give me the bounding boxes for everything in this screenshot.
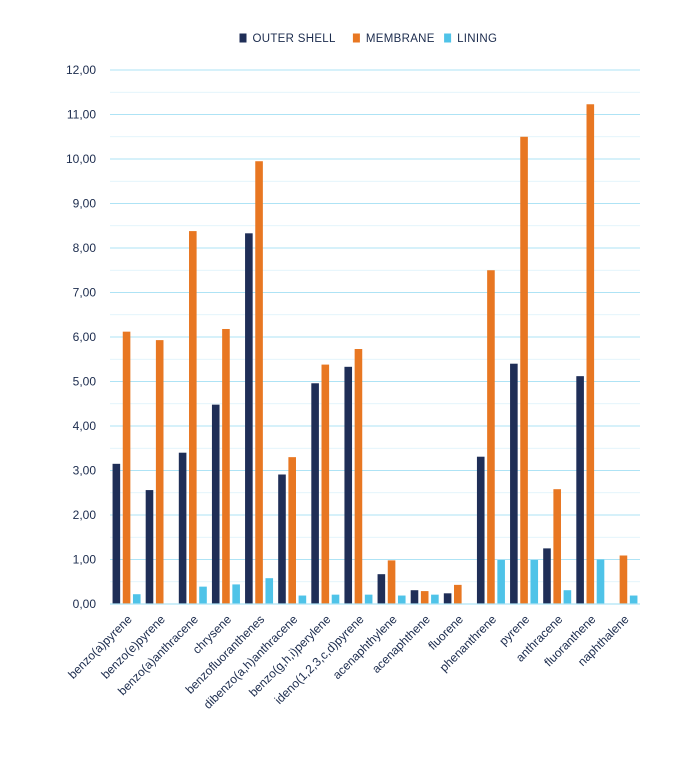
bar-membrane-benzo-a-pyrene (122, 331, 131, 604)
y-tick-label: 12,00 (66, 63, 96, 77)
bar-membrane-ideno-1-2-3-c-d-pyrene (354, 349, 363, 604)
bar-outer-shell-anthracene (543, 548, 551, 605)
y-tick-label: 0,00 (73, 597, 97, 611)
y-tick-label: 1,00 (73, 553, 97, 567)
bar-membrane-benzo-g-h-i-perylene (321, 364, 330, 604)
bar-membrane-fluorene (454, 584, 462, 604)
bar-lining-acenaphthylene (397, 595, 406, 604)
legend-swatch (352, 33, 360, 43)
bar-membrane-benzo-a-anthracene (189, 231, 197, 604)
bar-lining-naphthalene (629, 595, 638, 604)
bar-outer-shell-benzo-a-anthracene (178, 452, 187, 604)
bar-membrane-benzofluoranthenes (255, 161, 263, 605)
bar-outer-shell-acenaphthene (410, 590, 419, 604)
bar-outer-shell-benzo-a-pyrene (112, 463, 121, 604)
bar-lining-acenaphthene (431, 594, 439, 604)
legend: OUTER SHELL MEMBRANE LINING (239, 33, 497, 45)
bar-lining-benzo-a-anthracene (199, 586, 207, 604)
bar-membrane-chrysene (222, 328, 230, 604)
bar-lining-chrysene (232, 584, 240, 604)
y-tick-label: 10,00 (66, 152, 96, 166)
bars (112, 104, 638, 605)
legend-swatch (444, 33, 452, 43)
bar-membrane-fluoranthene (586, 104, 595, 604)
bar-membrane-benzo-e-pyrene (155, 340, 164, 604)
bar-lining-phenanthrene (497, 559, 505, 604)
bar-outer-shell-dibenzo-a-h-anthracene (278, 474, 286, 604)
grid-lines (110, 69, 640, 605)
bar-membrane-anthracene (553, 489, 561, 604)
axes: 0,00 1,00 2,00 3,00 4,00 5,00 6,00 7,00 8,00 9,00… (65, 63, 640, 712)
bar-membrane-acenaphthylene (387, 560, 396, 604)
bar-lining-dibenzo-a-h-anthracene (298, 595, 307, 604)
bar-outer-shell-phenanthrene (476, 456, 485, 604)
legend-label: LINING (457, 33, 497, 45)
y-tick-label: 11,00 (67, 108, 96, 122)
bar-lining-benzo-g-h-i-perylene (331, 594, 340, 604)
bar-lining-ideno-1-2-3-c-d-pyrene (364, 594, 373, 604)
bar-outer-shell-benzofluoranthenes (245, 233, 253, 604)
bar-membrane-naphthalene (619, 555, 628, 604)
bar-membrane-pyrene (520, 136, 528, 604)
y-tick-label: 5,00 (73, 375, 97, 389)
bar-outer-shell-benzo-e-pyrene (145, 490, 154, 604)
bar-lining-anthracene (563, 590, 572, 604)
y-tick-label: 7,00 (73, 286, 97, 300)
x-tick-label: acenaphthene (369, 612, 433, 676)
y-tick-label: 9,00 (73, 197, 97, 211)
bar-lining-pyrene (530, 559, 539, 604)
y-tick-label: 3,00 (73, 464, 97, 478)
bar-outer-shell-fluorene (443, 593, 452, 604)
bar-lining-fluoranthene (596, 559, 605, 604)
y-tick-label: 6,00 (73, 330, 97, 344)
bar-membrane-acenaphthene (420, 591, 429, 604)
bar-lining-benzofluoranthenes (265, 578, 274, 604)
legend-item-membrane: MEMBRANE (352, 33, 435, 45)
legend-item-lining: LINING (444, 33, 497, 45)
bar-membrane-phenanthrene (487, 270, 495, 604)
bar-lining-benzo-a-pyrene (132, 594, 141, 604)
bar-outer-shell-benzo-g-h-i-perylene (311, 383, 319, 604)
bar-outer-shell-fluoranthene (576, 376, 584, 604)
bar-outer-shell-ideno-1-2-3-c-d-pyrene (344, 366, 353, 604)
bar-outer-shell-chrysene (211, 404, 220, 604)
bar-membrane-dibenzo-a-h-anthracene (288, 457, 296, 604)
legend-label: MEMBRANE (366, 33, 435, 45)
legend-item-outer-shell: OUTER SHELL (239, 33, 336, 45)
y-tick-label: 4,00 (73, 419, 97, 433)
legend-label: OUTER SHELL (253, 33, 336, 45)
y-tick-label: 8,00 (73, 241, 97, 255)
legend-swatch (239, 33, 247, 43)
bar-outer-shell-acenaphthylene (377, 574, 386, 604)
bar-outer-shell-pyrene (510, 363, 518, 604)
y-tick-label: 2,00 (73, 508, 97, 522)
